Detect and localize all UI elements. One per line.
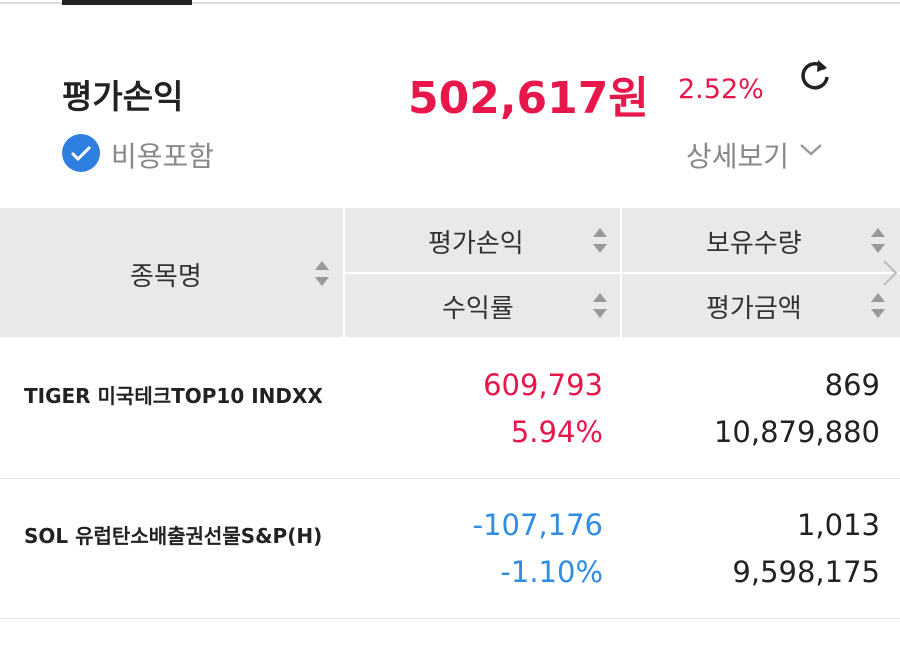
return-rate: -1.10% xyxy=(500,555,603,589)
pnl-value: 609,793 xyxy=(483,368,603,402)
sort-icons xyxy=(315,228,898,318)
holding-qty: 869 xyxy=(824,368,880,402)
summary-rate: 2.52% xyxy=(678,74,764,105)
chevron-down xyxy=(800,144,822,156)
row-divider xyxy=(345,272,900,274)
top-divider xyxy=(0,2,900,4)
pnl-value: -107,176 xyxy=(472,508,603,542)
summary-label: 평가손익 xyxy=(62,77,184,116)
header-value[interactable]: 평가금액 xyxy=(706,294,802,324)
header-name[interactable]: 종목명 xyxy=(130,262,202,292)
details-label: 상세보기 xyxy=(686,140,790,173)
details-button[interactable]: 상세보기 xyxy=(686,135,824,175)
header-qty[interactable]: 보유수량 xyxy=(706,229,802,259)
summary-amount: 502,617원 xyxy=(408,73,649,124)
stock-name: SOL 유럽탄소배출권선물S&P(H) xyxy=(24,524,323,548)
holding-qty: 1,013 xyxy=(796,508,880,542)
checkbox xyxy=(62,134,100,172)
col-divider xyxy=(343,208,345,337)
header-rate[interactable]: 수익률 xyxy=(442,294,514,324)
table-row[interactable]: SOL 유럽탄소배출권선물S&P(H) -107,176 -1.10% 1,013 9,… xyxy=(0,478,900,619)
refresh-button[interactable] xyxy=(796,56,834,94)
header-pnl[interactable]: 평가손익 xyxy=(428,229,524,259)
eval-amount: 9,598,175 xyxy=(732,555,880,589)
active-tab-indicator xyxy=(62,0,192,5)
return-rate: 5.94% xyxy=(510,415,603,449)
stock-name: TIGER 미국테크TOP10 INDXX xyxy=(24,384,323,408)
eval-amount: 10,879,880 xyxy=(713,415,880,449)
include-fees-label: 비용포함 xyxy=(111,140,215,173)
table-row[interactable]: TIGER 미국테크TOP10 INDXX 609,793 5.94% 869 10,8… xyxy=(0,338,900,479)
